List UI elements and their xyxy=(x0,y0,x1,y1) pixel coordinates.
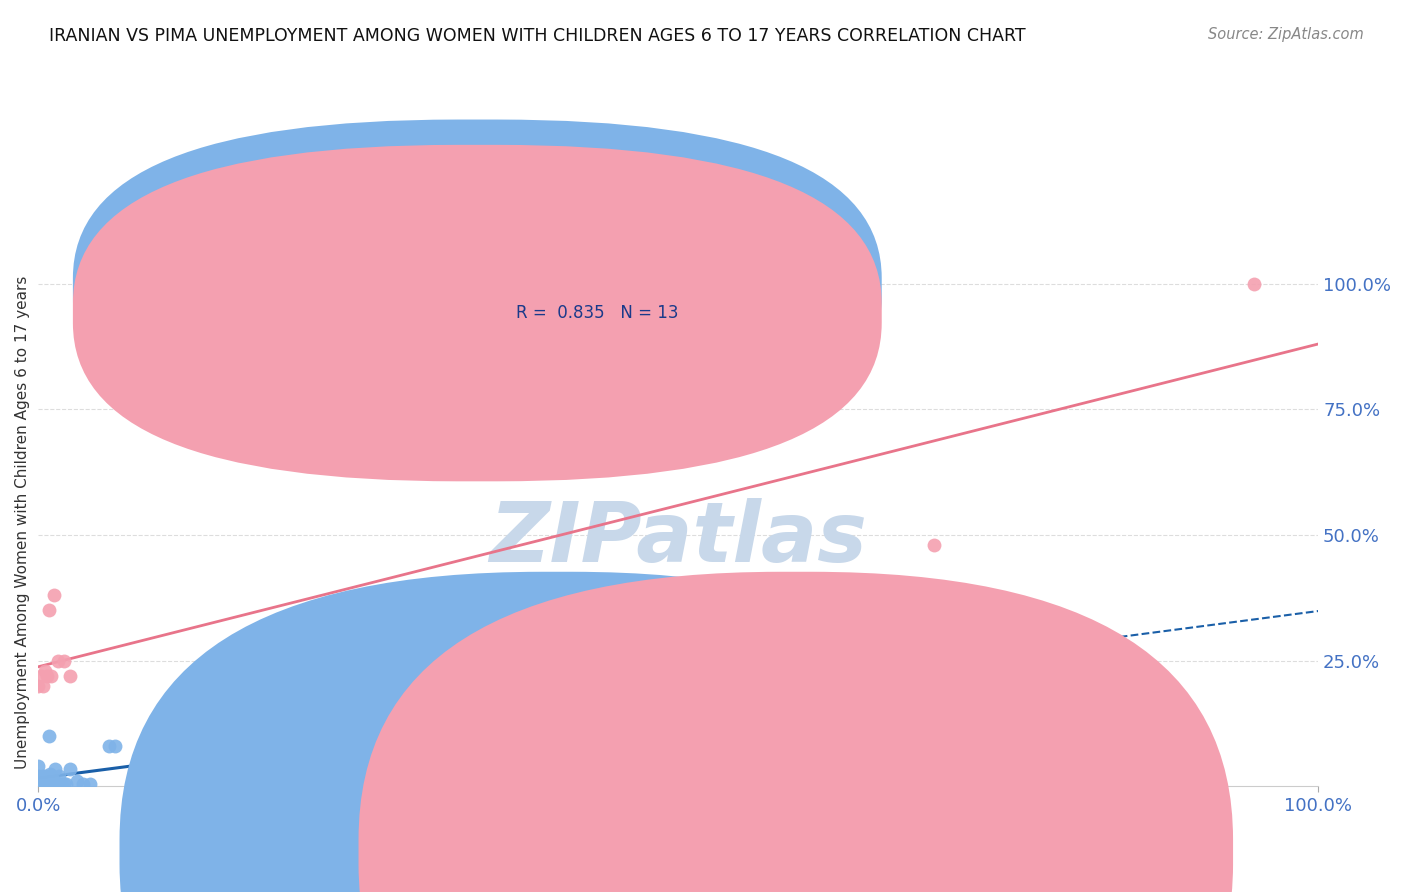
FancyBboxPatch shape xyxy=(73,120,882,456)
Point xyxy=(46,654,69,668)
Point xyxy=(38,729,60,743)
Point xyxy=(38,766,60,780)
Point xyxy=(1243,277,1265,291)
Point xyxy=(55,777,77,791)
Point xyxy=(42,588,65,602)
Point xyxy=(39,777,62,791)
Point xyxy=(42,774,65,789)
Point xyxy=(30,774,52,789)
Point xyxy=(44,762,66,776)
Text: Iranians: Iranians xyxy=(583,843,650,861)
FancyBboxPatch shape xyxy=(434,269,748,335)
Point xyxy=(37,668,59,682)
Text: Source: ZipAtlas.com: Source: ZipAtlas.com xyxy=(1208,27,1364,42)
Point xyxy=(97,739,120,753)
Point xyxy=(32,777,55,791)
Point xyxy=(27,759,49,773)
Point xyxy=(34,769,56,783)
Point xyxy=(59,668,82,682)
Point xyxy=(31,772,53,786)
Text: R =  0.045   N = 28: R = 0.045 N = 28 xyxy=(516,279,678,297)
Y-axis label: Unemployment Among Women with Children Ages 6 to 17 years: Unemployment Among Women with Children A… xyxy=(15,276,30,769)
Point xyxy=(46,777,69,791)
Point xyxy=(72,777,94,791)
Point xyxy=(66,774,89,789)
Point xyxy=(922,538,945,552)
Point xyxy=(48,769,70,783)
Point xyxy=(124,774,146,789)
Point xyxy=(37,774,59,789)
Point xyxy=(39,769,62,783)
Point xyxy=(79,777,101,791)
Point xyxy=(35,774,58,789)
Point xyxy=(59,762,82,776)
Point xyxy=(51,777,73,791)
Point xyxy=(32,769,55,783)
Point xyxy=(32,679,55,693)
Point xyxy=(104,739,127,753)
Point xyxy=(27,679,49,693)
FancyBboxPatch shape xyxy=(73,145,882,482)
Point xyxy=(34,664,56,678)
Point xyxy=(30,668,52,682)
Point xyxy=(52,654,75,668)
Text: IRANIAN VS PIMA UNEMPLOYMENT AMONG WOMEN WITH CHILDREN AGES 6 TO 17 YEARS CORREL: IRANIAN VS PIMA UNEMPLOYMENT AMONG WOMEN… xyxy=(49,27,1026,45)
Text: R =  0.835   N = 13: R = 0.835 N = 13 xyxy=(516,304,678,322)
Text: ZIPatlas: ZIPatlas xyxy=(489,498,868,579)
Point xyxy=(34,777,56,791)
Point xyxy=(27,769,49,783)
Text: Pima: Pima xyxy=(823,843,863,861)
Point xyxy=(38,603,60,617)
Point xyxy=(39,668,62,682)
Point xyxy=(52,777,75,791)
